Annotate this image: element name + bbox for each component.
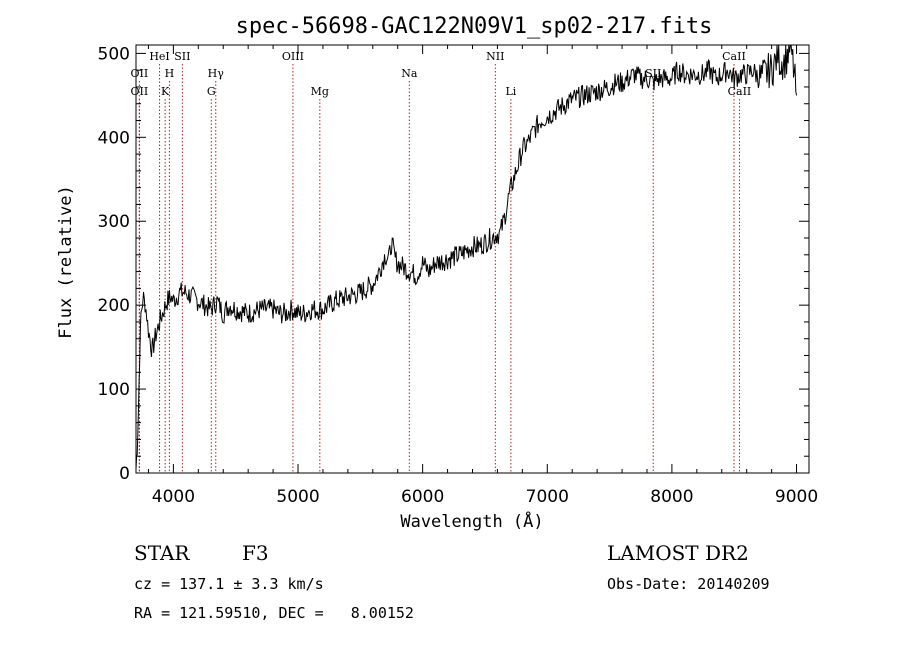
line-label-13: SII [645, 67, 661, 80]
class-label: STAR [134, 541, 190, 565]
footer: STAR F3 LAMOST DR2 cz = 137.1 ± 3.3 km/s… [134, 541, 770, 622]
line-label-10: Na [401, 67, 418, 80]
x-tick-label-0: 4000 [152, 487, 195, 507]
x-tick-label-3: 7000 [526, 487, 569, 507]
line-label-1: OII [131, 85, 149, 98]
line-label-6: Hγ [208, 67, 225, 80]
line-label-2: HeI [149, 50, 169, 63]
x-axis-label: Wavelength (Å) [400, 510, 543, 532]
line-label-9: Mg [311, 85, 329, 98]
line-label-4: K [161, 85, 170, 98]
line-label-11: NII [486, 50, 504, 63]
y-tick-label-4: 400 [98, 128, 130, 148]
y-tick-label-1: 100 [98, 380, 130, 400]
coords-label: RA = 121.59510, DEC = 8.00152 [134, 604, 414, 622]
survey-label: LAMOST DR2 [607, 541, 749, 565]
y-tick-label-3: 300 [98, 212, 130, 232]
spectral-line-labels: OIIOIIHeIHKSIIHγGOIIIMgNaNIILiSIICaIICaI… [131, 50, 752, 98]
line-label-3: H [165, 67, 175, 80]
x-tick-label-5: 9000 [775, 487, 818, 507]
y-axis-ticks: 0 100 200 300 400 500 [98, 44, 809, 484]
x-tick-label-4: 8000 [650, 487, 693, 507]
line-label-8: OIII [282, 50, 304, 63]
y-tick-label-5: 500 [98, 44, 130, 64]
redshift-label: cz = 137.1 ± 3.3 km/s [134, 575, 324, 593]
line-label-15: CaII [728, 85, 752, 98]
x-tick-label-1: 5000 [276, 487, 319, 507]
line-label-0: OII [131, 67, 149, 80]
x-tick-label-2: 6000 [401, 487, 444, 507]
subclass-label: F3 [242, 541, 269, 565]
plot-frame [135, 44, 810, 474]
line-label-12: Li [505, 85, 516, 98]
y-tick-label-2: 200 [98, 296, 130, 316]
x-axis-ticks: 4000 5000 6000 7000 8000 9000 [147, 45, 818, 507]
spectrum-line [135, 44, 797, 470]
line-label-7: G [207, 85, 216, 98]
obs-date-label: Obs-Date: 20140209 [607, 575, 770, 593]
y-tick-label-0: 0 [119, 464, 130, 484]
y-axis-label: Flux (relative) [56, 185, 76, 339]
spectral-line-markers [138, 64, 740, 473]
chart-title: spec-56698-GAC122N09V1_sp02-217.fits [236, 14, 713, 39]
line-label-5: SII [174, 50, 190, 63]
line-label-14: CaII [722, 50, 746, 63]
